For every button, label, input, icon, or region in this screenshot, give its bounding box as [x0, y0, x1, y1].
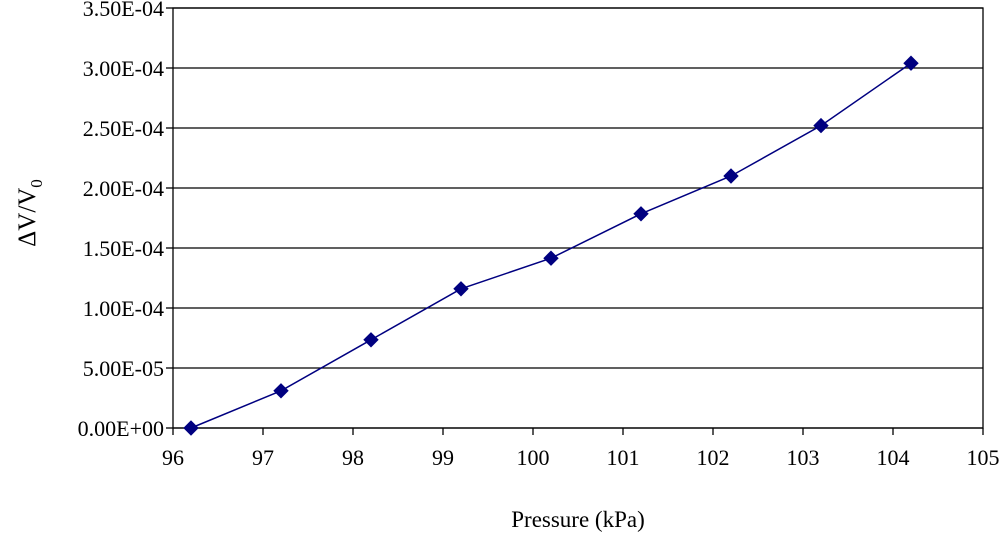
series: [183, 55, 919, 436]
svg-text:ΔV/V0: ΔV/V0: [14, 179, 46, 247]
x-tick-label-5: 101: [607, 445, 640, 470]
data-point-8: [903, 55, 919, 71]
series-line-0: [190, 62, 912, 429]
x-tick-label-0: 96: [162, 445, 184, 470]
y-tick-label-4: 2.00E-04: [83, 176, 164, 201]
plot-border: [172, 7, 984, 429]
x-tick-label-7: 103: [787, 445, 820, 470]
x-tick-label-9: 105: [967, 445, 1000, 470]
data-point-4: [543, 250, 559, 266]
x-tick-label-6: 102: [697, 445, 730, 470]
y-axis-title-subscript: 0: [27, 179, 46, 188]
axes: [166, 7, 984, 435]
data-point-7: [813, 117, 829, 134]
y-tick-label-3: 1.50E-04: [83, 236, 164, 261]
x-tick-label-1: 97: [252, 445, 274, 470]
data-point-3: [453, 281, 469, 297]
x-tick-label-8: 104: [877, 445, 910, 470]
y-tick-label-0: 0.00E+00: [78, 416, 164, 441]
y-tick-label-7: 3.50E-04: [83, 0, 164, 21]
x-tick-label-2: 98: [342, 445, 364, 470]
y-tick-label-1: 5.00E-05: [83, 356, 164, 381]
y-axis-title-main: ΔV/V: [14, 188, 41, 247]
y-tick-label-5: 2.50E-04: [83, 116, 164, 141]
data-point-5: [633, 206, 649, 222]
y-tick-label-6: 3.00E-04: [83, 56, 164, 81]
data-point-1: [273, 383, 289, 399]
data-point-0: [183, 420, 199, 436]
x-tick-labels: 96 97 98 99 100 101 102 103 104 105: [162, 445, 1000, 470]
y-tick-label-2: 1.00E-04: [83, 296, 164, 321]
y-tick-labels: 0.00E+00 5.00E-05 1.00E-04 1.50E-04 2.00E-04…: [78, 0, 164, 441]
data-point-2: [363, 332, 379, 348]
y-axis-title: ΔV/V0: [14, 179, 46, 247]
data-point-6: [723, 168, 739, 184]
x-tick-label-3: 99: [432, 445, 454, 470]
gridlines: [173, 7, 983, 429]
x-axis-title: Pressure (kPa): [511, 507, 645, 532]
x-tick-label-4: 100: [517, 445, 550, 470]
